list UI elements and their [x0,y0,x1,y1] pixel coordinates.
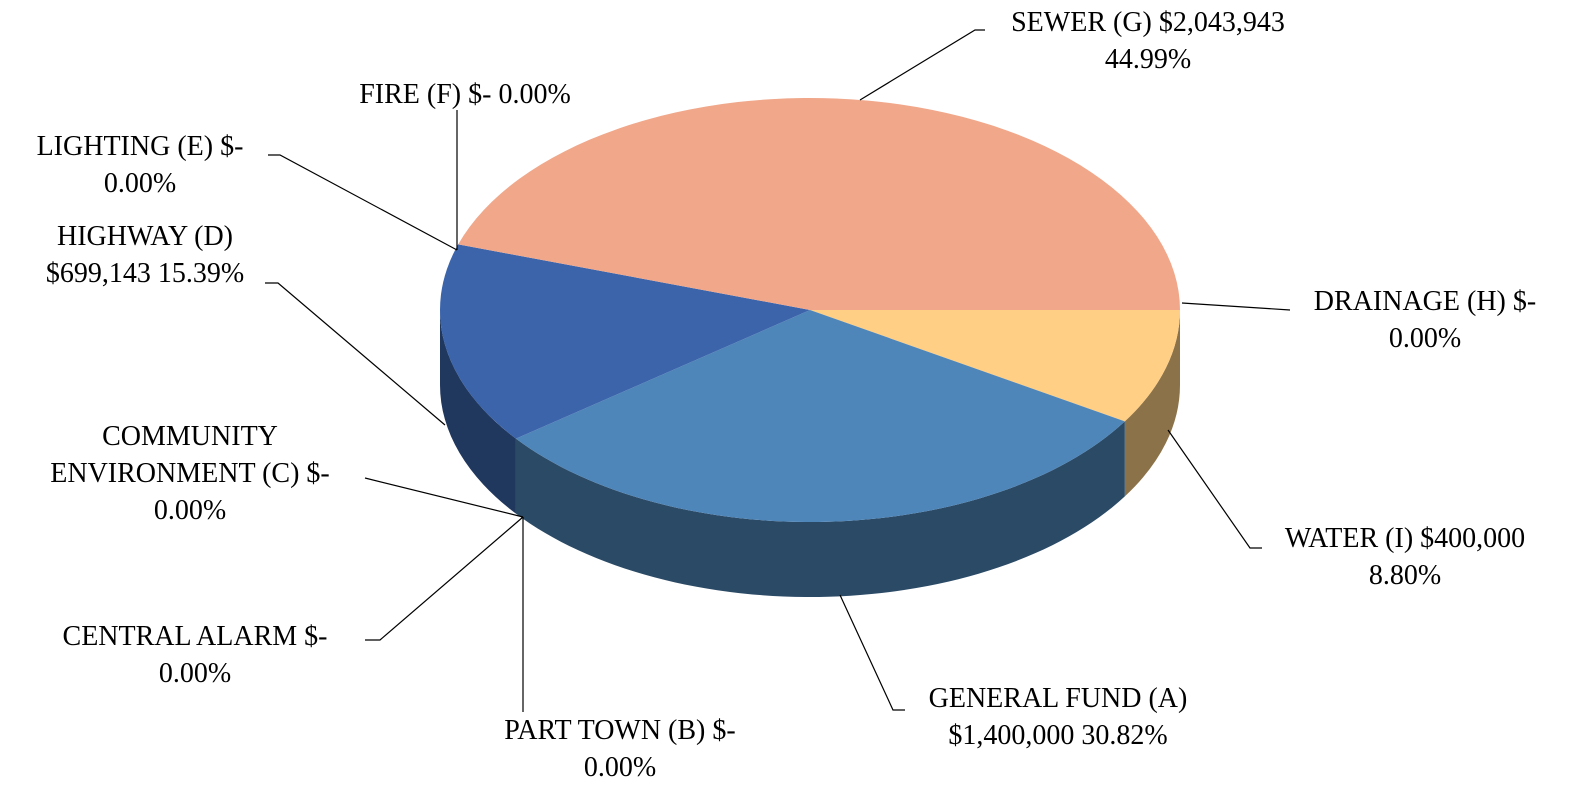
category-label: PART TOWN (B) [504,715,706,746]
percent-label: 0.00% [153,495,227,526]
data-label: CENTRAL ALARM $- 0.00% [0,618,475,692]
slice-side [515,421,1125,597]
value-label: $400,000 [1420,523,1526,554]
data-label: WATER (I) $400,000 8.80% [1125,520,1595,594]
slice [810,310,1180,422]
slice [515,310,1125,522]
leader-line [1181,302,1291,311]
category-label: COMMUNITY ENVIRONMENT (C) [50,421,300,489]
category-label: HIGHWAY (D) [56,221,233,252]
value-label: $- [712,715,736,746]
leader-line [859,29,985,101]
data-label: HIGHWAY (D) $699,143 15.39% [0,218,425,292]
leader-line [268,154,458,251]
percent-label: 0.00% [1388,323,1462,354]
leader-line [1167,429,1262,549]
slice-side [440,310,516,514]
data-label: LIGHTING (E) $- 0.00% [0,128,420,202]
category-label: LIGHTING (E) [36,131,214,162]
percent-label: 0.00% [583,752,657,783]
percent-label: 8.80% [1368,560,1442,591]
percent-label: 0.00% [498,79,571,110]
value-label: $- [220,131,244,162]
category-label: SEWER (G) [1011,7,1152,38]
data-label: PART TOWN (B) $- 0.00% [340,712,900,786]
percent-label: 15.39% [157,258,245,289]
value-label: $- [1512,286,1537,317]
category-label: DRAINAGE (H) [1313,286,1506,317]
percent-label: 0.00% [103,168,177,199]
data-label: COMMUNITY ENVIRONMENT (C) $- 0.00% [20,418,360,529]
value-label: $- [304,621,328,652]
leader-line [265,282,446,426]
category-label: FIRE (F) [359,79,462,110]
data-label: FIRE (F) $- 0.00% [185,76,745,113]
category-label: WATER (I) [1284,523,1414,554]
value-label: $- [468,79,492,110]
value-label: $699,143 [45,258,151,289]
value-label: $2,043,943 [1158,7,1285,38]
data-label: DRAINAGE (H) $- 0.00% [1145,283,1595,357]
percent-label: 44.99% [1104,44,1192,75]
leader-line [365,516,524,641]
value-label: $1,400,000 [948,720,1075,751]
data-label: GENERAL FUND (A) $1,400,000 30.82% [778,680,1338,754]
category-label: GENERAL FUND (A) [928,683,1188,714]
data-label: SEWER (G) $2,043,943 44.99% [868,4,1428,78]
slice [458,97,1180,310]
percent-label: 0.00% [158,658,232,689]
leader-line [364,477,524,518]
value-label: $- [306,458,330,489]
slice [440,244,810,439]
leader-line [839,594,905,711]
slice-side [1124,310,1180,497]
category-label: CENTRAL ALARM [62,621,298,652]
percent-label: 30.82% [1081,720,1168,751]
